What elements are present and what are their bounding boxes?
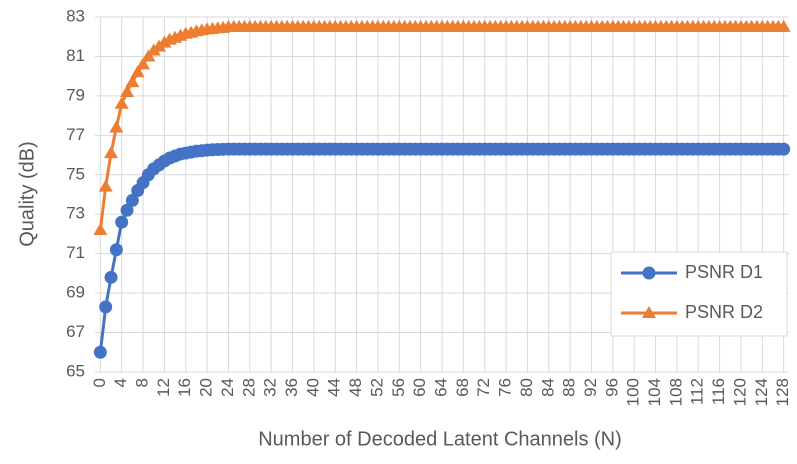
y-tick-label: 71	[66, 243, 85, 262]
y-tick-label: 75	[66, 164, 85, 183]
legend-marker	[642, 266, 656, 280]
y-tick-label: 79	[66, 85, 85, 104]
x-tick-label: 16	[175, 378, 194, 397]
y-tick-label: 83	[66, 6, 85, 25]
marker	[125, 193, 139, 207]
legend-label: PSNR D1	[685, 262, 763, 282]
marker	[104, 146, 119, 159]
marker	[104, 270, 118, 284]
x-tick-label: 56	[389, 378, 408, 397]
x-tick-label: 44	[325, 378, 344, 397]
y-tick-label: 81	[66, 46, 85, 65]
y-tick-label: 67	[66, 322, 85, 341]
marker	[98, 179, 113, 192]
y-tick-label: 73	[66, 204, 85, 223]
x-tick-label: 116	[709, 378, 728, 405]
x-tick-label: 48	[346, 378, 365, 397]
x-tick-label: 124	[752, 378, 771, 406]
x-tick-label: 52	[367, 378, 386, 397]
x-axis-title: Number of Decoded Latent Channels (N)	[258, 428, 622, 450]
x-tick-label: 0	[90, 378, 109, 387]
y-axis-title: Quality (dB)	[16, 141, 38, 247]
x-tick-label: 24	[218, 378, 237, 397]
marker	[99, 300, 113, 314]
marker	[114, 96, 129, 109]
legend-label: PSNR D2	[685, 302, 763, 322]
legend-marker	[642, 306, 656, 318]
x-tick-label: 64	[431, 378, 450, 397]
x-tick-label: 84	[538, 378, 557, 397]
x-tick-label: 68	[453, 378, 472, 397]
x-tick-label: 40	[303, 378, 322, 397]
y-tick-label: 65	[66, 361, 85, 380]
marker	[777, 142, 791, 156]
x-tick-label: 36	[282, 378, 301, 397]
marker	[776, 19, 791, 32]
x-tick-label: 100	[624, 378, 643, 406]
x-tick-label: 88	[560, 378, 579, 397]
legend-box	[610, 251, 788, 337]
x-tick-label: 92	[581, 378, 600, 397]
x-tick-label: 128	[773, 378, 792, 406]
marker	[109, 243, 123, 257]
marker	[120, 84, 135, 97]
x-tick-label: 60	[410, 378, 429, 397]
marker	[109, 120, 124, 133]
x-tick-label: 76	[496, 378, 515, 397]
x-tick-label: 104	[645, 378, 664, 406]
x-tick-label: 28	[239, 378, 258, 397]
marker	[115, 215, 129, 229]
x-tick-label: 12	[154, 378, 173, 397]
marker	[130, 65, 145, 78]
marker	[125, 75, 140, 88]
x-tick-label: 96	[602, 378, 621, 397]
marker	[120, 203, 134, 217]
x-tick-label: 120	[730, 378, 749, 406]
x-tick-label: 80	[517, 378, 536, 397]
marker	[93, 223, 108, 235]
x-tick-label: 4	[111, 378, 130, 387]
marker	[136, 57, 151, 70]
y-tick-label: 69	[66, 283, 85, 302]
marker	[93, 345, 107, 359]
x-tick-label: 20	[197, 378, 216, 397]
x-tick-label: 32	[261, 378, 280, 397]
x-tick-label: 72	[474, 378, 493, 397]
x-tick-label: 112	[688, 378, 707, 405]
x-tick-label: 8	[133, 378, 152, 387]
y-tick-label: 77	[66, 125, 85, 144]
x-tick-label: 108	[666, 378, 685, 406]
